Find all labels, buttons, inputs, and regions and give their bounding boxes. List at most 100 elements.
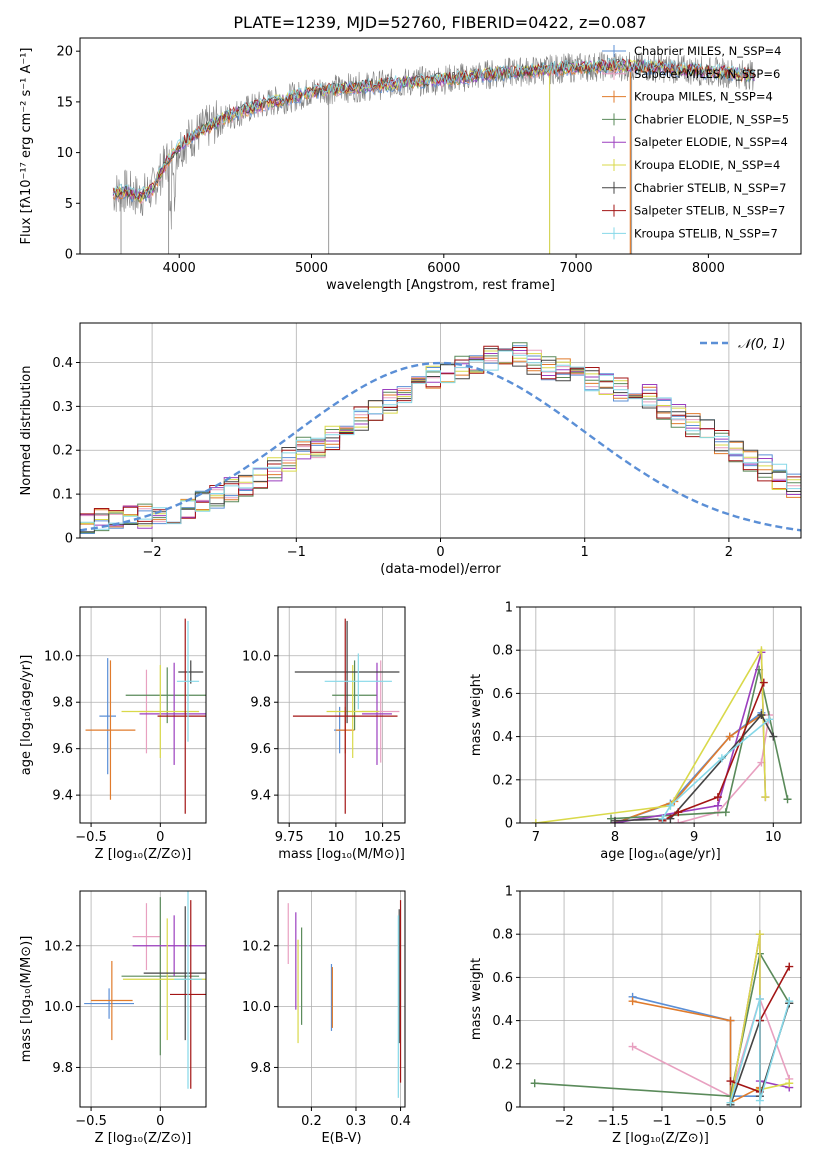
x-tick-label: 0 — [436, 545, 444, 560]
mass-weight-series — [662, 682, 765, 822]
mass-weight-point — [757, 646, 766, 655]
y-tick-label: 0.6 — [492, 971, 513, 986]
x-tick-label: 1 — [581, 545, 589, 560]
x-tick-label: 8 — [611, 830, 619, 845]
model-spectrum — [112, 57, 755, 199]
y-axis-label: mass weight — [469, 958, 484, 1040]
x-tick-label: −0.5 — [75, 830, 107, 845]
y-tick-label: 9.8 — [52, 1061, 73, 1076]
residual-histogram — [80, 349, 801, 529]
x-axis-label: Z [log₁₀(Z/Z⊙)] — [95, 1131, 192, 1146]
mass-weight-point — [785, 962, 794, 971]
mass-weight-point — [610, 816, 619, 823]
figure-title: PLATE=1239, MJD=52760, FIBERID=0422, z=0… — [233, 13, 646, 32]
legend-entry: Chabrier MILES, N_SSP=4 — [634, 44, 781, 58]
legend-entry: Salpeter STELIB, N_SSP=7 — [634, 204, 785, 218]
panel-spectrum: 4000 5000 6000 7000 8000 0 5 10 15 20 wavelength [… — [19, 37, 802, 293]
x-tick-label: 7 — [532, 830, 540, 845]
x-axis-label: wavelength [Angstrom, rest frame] — [326, 278, 555, 293]
x-axis-label: mass [log₁₀(M/M⊙)] — [278, 847, 405, 862]
mass-weight-series — [632, 1000, 761, 1105]
panel-mass_vs_Z: −0.5 0 9.8 10.0 10.2 Z [log₁₀(Z/Z⊙)] mass [log… — [19, 890, 207, 1146]
mass-weight-point — [674, 808, 683, 817]
x-tick-label: −2 — [143, 545, 162, 560]
axes-frame — [519, 890, 802, 1108]
x-tick-label: 7000 — [560, 261, 593, 276]
x-tick-label: 10 — [765, 830, 782, 845]
y-tick-label: 10.2 — [242, 939, 271, 954]
axes-frame — [277, 890, 406, 1108]
x-tick-label: 0.4 — [390, 1114, 411, 1129]
mass-weight-series — [610, 669, 789, 820]
y-tick-label: 0 — [65, 532, 73, 547]
y-tick-label: 9.8 — [52, 696, 73, 711]
y-tick-label: 0.4 — [492, 730, 513, 745]
x-axis-label: E(B-V) — [321, 1131, 361, 1146]
legend-entry: Salpeter ELODIE, N_SSP=4 — [634, 135, 788, 149]
legend-entry: Chabrier ELODIE, N_SSP=5 — [634, 112, 789, 126]
x-tick-label: −0.5 — [695, 1114, 727, 1129]
legend: Chabrier MILES, N_SSP=4 Salpeter MILES, N… — [602, 44, 789, 240]
mass-weight-point — [769, 732, 778, 741]
y-tick-label: 10.0 — [44, 1000, 73, 1015]
mass-weight-point — [713, 801, 722, 810]
y-tick-label: 5 — [65, 197, 73, 212]
y-tick-label: 0 — [505, 817, 513, 832]
mass-weight-point — [761, 793, 770, 802]
x-tick-label: 9 — [690, 830, 698, 845]
x-tick-label: 0.2 — [301, 1114, 322, 1129]
y-tick-label: 0.2 — [492, 1057, 513, 1072]
mass-weight-point — [726, 1016, 735, 1025]
y-tick-label: 10 — [56, 146, 73, 161]
legend-entry: Salpeter MILES, N_SSP=6 — [634, 67, 780, 81]
x-tick-label: 6000 — [427, 261, 460, 276]
y-tick-label: 9.6 — [250, 742, 271, 757]
mass-weight-point — [765, 715, 774, 724]
mass-weight-series — [729, 998, 791, 1103]
data-spectrum — [112, 51, 755, 230]
panel-age_vs_Z: −0.5 0 9.4 9.6 9.8 10.0 Z [log₁₀(Z/Z⊙)] age [lo… — [19, 606, 207, 862]
x-axis-label: (data-model)/error — [380, 562, 501, 577]
y-tick-label: 9.8 — [250, 1061, 271, 1076]
axes-frame — [79, 606, 207, 824]
panel-age_vs_mass: 9.75 10 10.25 9.4 9.6 9.8 10.0 mass [log₁₀(M/M⊙… — [242, 606, 406, 862]
mass-weight-series — [534, 951, 790, 1098]
y-tick-label: 15 — [56, 95, 73, 110]
axes-frame — [79, 37, 802, 255]
axes-frame — [79, 890, 207, 1108]
mass-weight-point — [717, 754, 726, 763]
x-tick-label: −1 — [287, 545, 306, 560]
x-tick-label: 0 — [156, 830, 164, 845]
mass-weight-point — [666, 801, 675, 810]
mass-weight-point — [658, 814, 667, 823]
mass-weight-point — [755, 995, 764, 1003]
y-tick-label: 0.8 — [492, 928, 513, 943]
axes-frame — [277, 606, 406, 824]
mass-weight-series — [661, 718, 770, 820]
x-axis-label: age [log₁₀(age/yr)] — [600, 847, 721, 862]
normal-curve — [80, 361, 801, 532]
mass-weight-point — [725, 732, 734, 741]
mass-weight-series — [614, 713, 775, 822]
y-tick-label: 0.2 — [52, 444, 73, 459]
mass-weight-point — [674, 819, 683, 823]
y-axis-label: Flux [fλ10⁻¹⁷ erg cm⁻² s⁻¹ A⁻¹] — [19, 48, 34, 245]
y-tick-label: 9.4 — [52, 789, 73, 804]
legend: 𝒩(0, 1) — [700, 337, 785, 352]
y-tick-label: 0.4 — [492, 1014, 513, 1029]
y-tick-label: 9.4 — [250, 789, 271, 804]
mass-weight-point — [759, 678, 768, 687]
x-tick-label: 2 — [725, 545, 733, 560]
legend-entry: Kroupa MILES, N_SSP=4 — [634, 90, 773, 104]
panel-mass_vs_ebv: 0.2 0.3 0.4 9.8 10.0 10.2 E(B-V) — [242, 890, 411, 1146]
y-tick-label: 0.3 — [52, 400, 73, 415]
y-tick-label: 10.0 — [44, 649, 73, 664]
plot-area — [530, 930, 794, 1107]
x-tick-label: −1 — [652, 1114, 671, 1129]
y-tick-label: 0.2 — [492, 773, 513, 788]
x-tick-label: 9.75 — [275, 830, 304, 845]
residual-histogram — [80, 348, 801, 533]
y-tick-label: 0.8 — [492, 644, 513, 659]
